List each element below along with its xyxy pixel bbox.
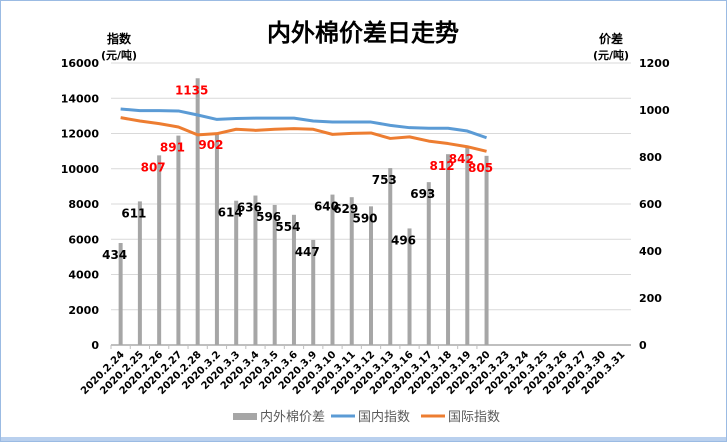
left-axis-tick-label: 4000 [68,269,99,282]
legend-swatch-bar [233,413,257,420]
bar-price-diff [272,204,277,345]
right-axis-title-2: (元/吨) [593,48,629,62]
bar-data-label: 614 [218,206,243,220]
bar-data-label: 891 [160,141,185,155]
bar-data-label: 590 [352,211,377,225]
bar-data-label: 611 [121,206,146,220]
right-axis-tick-label: 1000 [639,104,670,117]
left-axis-tick-label: 6000 [68,233,99,246]
bar-price-diff [330,194,335,345]
right-axis-tick-label: 600 [639,198,662,211]
bar-price-diff [234,200,239,345]
bar-price-diff [388,168,393,345]
bar-price-diff [214,133,219,345]
left-axis-tick-label: 0 [91,339,99,352]
legend-label: 国内指数 [358,409,410,425]
bar-price-diff [484,155,489,345]
bar-price-diff [176,135,181,345]
bar-data-label: 753 [372,173,397,187]
bar-data-label: 640 [314,200,339,214]
left-axis-tick-label: 12000 [61,128,100,141]
bar-data-label: 447 [295,245,320,259]
bar-data-label: 496 [391,233,416,247]
bar-data-label: 636 [237,201,262,215]
bar-data-label: 805 [468,161,493,175]
left-axis-tick-label: 2000 [68,304,99,317]
bar-data-label: 807 [141,160,166,174]
right-axis-tick-label: 200 [639,292,662,305]
right-axis-tick-label: 1200 [639,57,670,70]
left-axis-tick-label: 14000 [61,92,100,105]
bar-price-diff [349,197,354,345]
right-axis-tick-label: 800 [639,151,662,164]
bar-data-label: 1135 [175,83,208,97]
bar-data-label: 554 [275,220,300,234]
right-axis-tick-label: 400 [639,245,662,258]
bar-price-diff [426,182,431,345]
bar-price-diff [465,147,470,345]
bar-price-diff [137,201,142,345]
bar-data-label: 693 [410,187,435,201]
left-axis-title-1: 指数 [107,31,132,46]
bar-price-diff [446,154,451,345]
left-axis-tick-label: 16000 [61,57,100,70]
chart-title: 内外棉价差日走势 [267,19,459,47]
right-axis-title-1: 价差 [599,31,623,46]
bar-price-diff [369,206,373,345]
left-axis-tick-label: 8000 [68,198,99,211]
bar-price-diff [157,155,162,345]
bar-price-diff [195,78,200,346]
bar-price-diff [253,195,258,345]
line-domestic-index [120,107,488,140]
left-axis-title-2: (元/吨) [101,48,137,62]
window-bottom-border [1,437,726,441]
legend-label: 国际指数 [448,410,500,425]
legend-label: 内外棉价差 [260,409,325,425]
bar-data-label: 812 [430,159,455,173]
line-international-index [120,116,487,153]
bar-price-diff [311,239,316,345]
right-axis-tick-label: 0 [639,339,647,352]
bar-data-label: 902 [198,138,223,152]
bar-price-diff [407,228,412,345]
bar-price-diff [291,214,296,345]
left-axis-tick-label: 10000 [61,163,100,176]
bar-data-label: 629 [333,202,358,216]
bar-price-diff [118,243,123,345]
bar-data-label: 842 [449,152,474,166]
bar-data-label: 596 [256,210,281,224]
bar-data-label: 434 [102,248,127,262]
